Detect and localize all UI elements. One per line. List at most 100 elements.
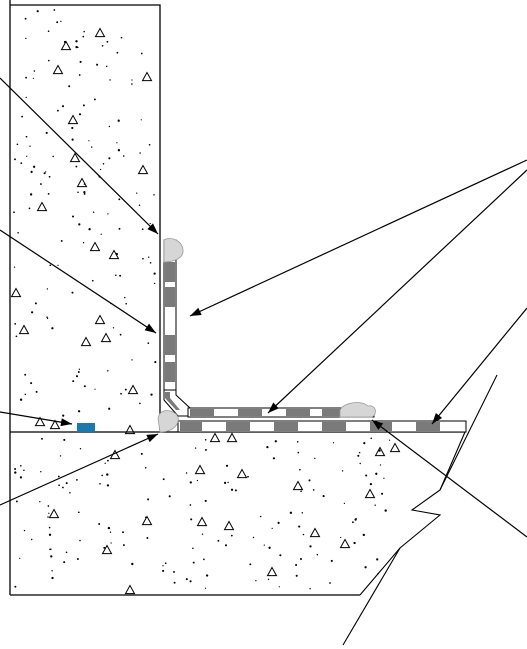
aggregate-triangle-icon [18,324,30,335]
speckle-dot-icon [205,574,209,577]
speckle-dot-icon [146,537,149,539]
speckle-dot-icon [83,30,85,33]
speckle-dot-icon [300,490,302,493]
speckle-dot-icon [63,438,66,441]
speckle-dot-icon [46,317,49,320]
aggregate-triangle-icon [374,446,386,457]
speckle-dot-icon [47,516,49,518]
speckle-dot-icon [62,414,65,417]
speckle-dot-icon [24,17,27,20]
aggregate-triangle-icon [339,538,351,549]
speckle-dot-icon [60,239,63,242]
aggregate-triangle-icon [137,164,149,175]
speckle-dot-icon [50,548,52,550]
leader-line [431,307,527,425]
speckle-dot-icon [332,442,335,444]
speckle-dot-icon [217,539,220,542]
speckle-dot-icon [19,557,21,559]
speckle-dot-icon [295,574,298,577]
speckle-dot-icon [299,468,301,471]
speckle-dot-icon [47,30,50,33]
speckle-dot-icon [25,96,27,99]
speckle-dot-icon [14,585,17,588]
speckle-dot-icon [162,478,165,481]
speckle-dot-icon [20,465,22,467]
speckle-dot-icon [14,158,16,161]
sealant-bead-upper [339,402,376,418]
speckle-dot-icon [271,527,273,530]
speckle-dot-icon [16,143,19,146]
speckle-dot-icon [47,505,50,507]
speckle-dot-icon [147,342,150,344]
aggregate-triangle-icon [141,515,153,526]
leader-line [0,77,159,235]
speckle-dot-icon [144,467,147,469]
speckle-dot-icon [185,578,188,581]
speckle-dot-icon [189,580,192,583]
speckle-dot-icon [249,563,252,566]
speckle-dot-icon [139,402,141,405]
speckle-dot-icon [13,266,16,268]
speckle-dot-icon [83,385,86,388]
aggregate-triangle-icon [69,152,81,163]
speckle-dot-icon [289,511,293,514]
speckle-dot-icon [138,204,141,207]
speckle-dot-icon [47,193,50,195]
speckle-dot-icon [29,193,33,196]
speckle-dot-icon [266,445,269,449]
speckle-dot-icon [268,546,271,549]
speckle-dot-icon [23,469,25,472]
speckle-dot-icon [267,578,270,581]
aggregate-triangle-icon [101,544,113,555]
arrowhead-icon [147,223,158,234]
speckle-dot-icon [322,495,325,498]
speckle-dot-icon [162,565,164,567]
arrowhead-icon [190,307,202,316]
speckle-dot-icon [28,207,31,210]
break-line [359,431,466,596]
speckle-dot-icon [154,361,157,364]
speckle-dot-icon [79,539,81,542]
speckle-dot-icon [48,526,51,529]
arrowhead-icon [372,420,384,430]
leader-line [0,411,73,425]
aggregate-triangle-icon [209,432,221,443]
speckle-dot-icon [92,211,95,213]
speckle-dot-icon [30,382,33,385]
speckle-dot-icon [14,468,17,470]
speckle-dot-icon [363,442,366,445]
speckle-dot-icon [20,162,23,164]
membrane-vertical [163,239,177,391]
speckle-dot-icon [43,172,46,175]
speckle-dot-icon [14,471,17,474]
aggregate-triangle-icon [10,287,22,298]
speckle-dot-icon [41,437,43,440]
speckle-dot-icon [93,98,96,101]
speckle-dot-icon [295,563,298,567]
speckle-dot-icon [57,475,60,478]
speckle-dot-icon [45,171,47,173]
speckle-dot-icon [341,470,344,472]
membrane-horizontal-lower [177,420,467,433]
speckle-dot-icon [106,473,109,476]
speckle-dot-icon [39,183,42,185]
speckle-dot-icon [234,489,237,492]
speckle-dot-icon [120,392,122,395]
speckle-dot-icon [76,558,79,560]
speckle-dot-icon [230,534,233,537]
speckle-dot-icon [48,59,50,62]
membrane-vertical-segment [165,262,175,282]
speckle-dot-icon [140,119,142,121]
speckle-dot-icon [83,192,86,195]
aggregate-triangle-icon [309,527,321,538]
speckle-dot-icon [115,252,118,256]
speckle-dot-icon [252,536,255,539]
leader-lines [0,77,527,538]
leader-line [0,433,159,506]
speckle-dot-icon [24,373,27,376]
arrowhead-icon [146,434,158,443]
speckle-dot-icon [32,165,36,168]
speckle-dot-icon [190,518,193,521]
